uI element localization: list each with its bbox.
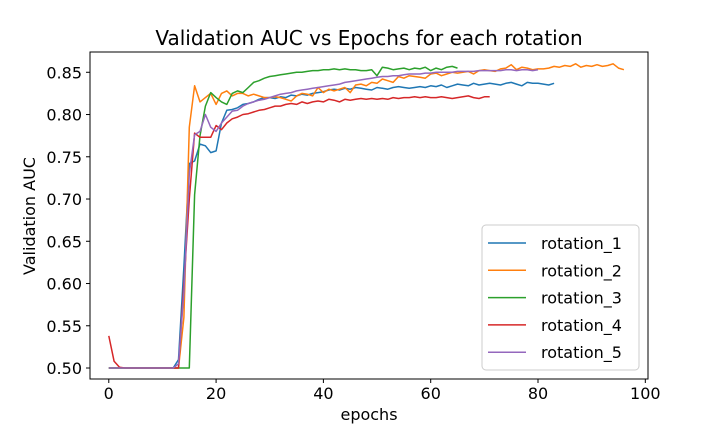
y-axis-label: Validation AUC	[20, 157, 39, 275]
y-tick-label: 0.70	[46, 190, 82, 209]
y-tick-label: 0.50	[46, 359, 82, 378]
legend-label-3: rotation_3	[541, 289, 622, 309]
y-tick-label: 0.65	[46, 232, 82, 251]
y-tick-label: 0.85	[46, 63, 82, 82]
series-lines	[108, 63, 625, 369]
y-tick-label: 0.60	[46, 275, 82, 294]
x-axis-label: epochs	[340, 405, 397, 424]
legend-box	[481, 224, 640, 371]
series-line-5	[108, 68, 539, 369]
legend-label-1: rotation_1	[541, 234, 622, 254]
x-tick-label: 20	[206, 384, 226, 403]
x-axis-ticks: 0 20 40 60 80 100	[104, 379, 661, 403]
y-tick-label: 0.75	[46, 148, 82, 167]
x-tick-label: 0	[104, 384, 114, 403]
x-tick-label: 60	[421, 384, 441, 403]
y-tick-label: 0.55	[46, 317, 82, 336]
legend-label-5: rotation_5	[541, 343, 622, 363]
x-tick-label: 100	[630, 384, 661, 403]
legend-label-2: rotation_2	[541, 261, 622, 281]
y-tick-label: 0.80	[46, 106, 82, 125]
legend: rotation_1 rotation_2 rotation_3 rotation_4…	[481, 224, 640, 371]
series-line-2	[108, 63, 625, 369]
x-tick-label: 40	[313, 384, 333, 403]
x-tick-label: 80	[528, 384, 548, 403]
chart-title: Validation AUC vs Epochs for each rotati…	[155, 26, 582, 50]
plot-frame	[89, 51, 649, 380]
y-axis-ticks: 0.50 0.55 0.60 0.65 0.70 0.75 0.80 0.85	[46, 63, 90, 378]
legend-label-4: rotation_4	[541, 316, 622, 336]
